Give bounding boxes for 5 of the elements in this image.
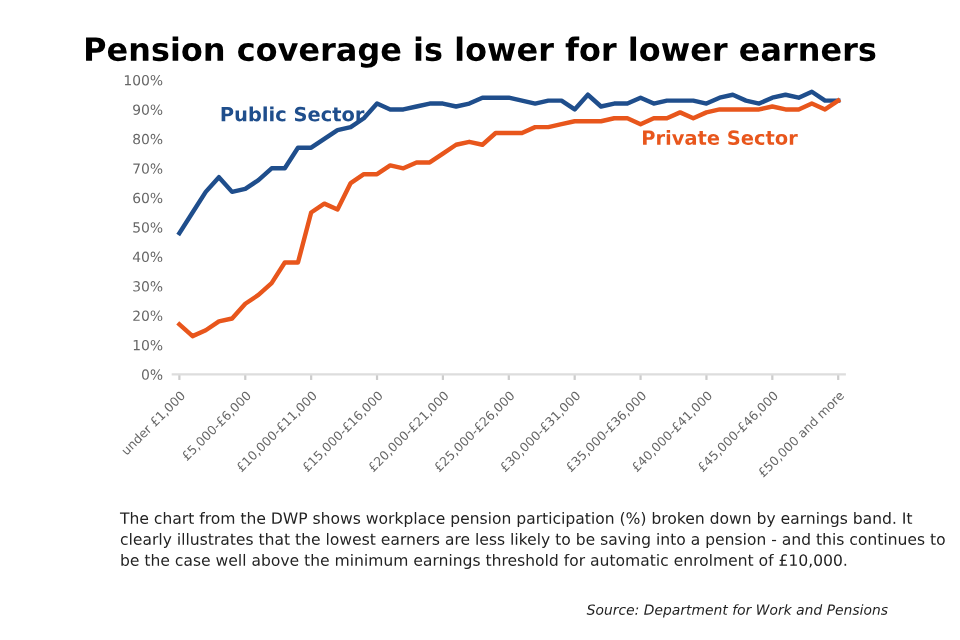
series-label: Public Sector xyxy=(221,106,365,122)
chart-title: Pension coverage is lower for lower earners xyxy=(86,36,876,68)
series-label: Private Sector xyxy=(643,129,798,146)
line-series xyxy=(177,89,841,236)
line-series xyxy=(177,98,841,339)
